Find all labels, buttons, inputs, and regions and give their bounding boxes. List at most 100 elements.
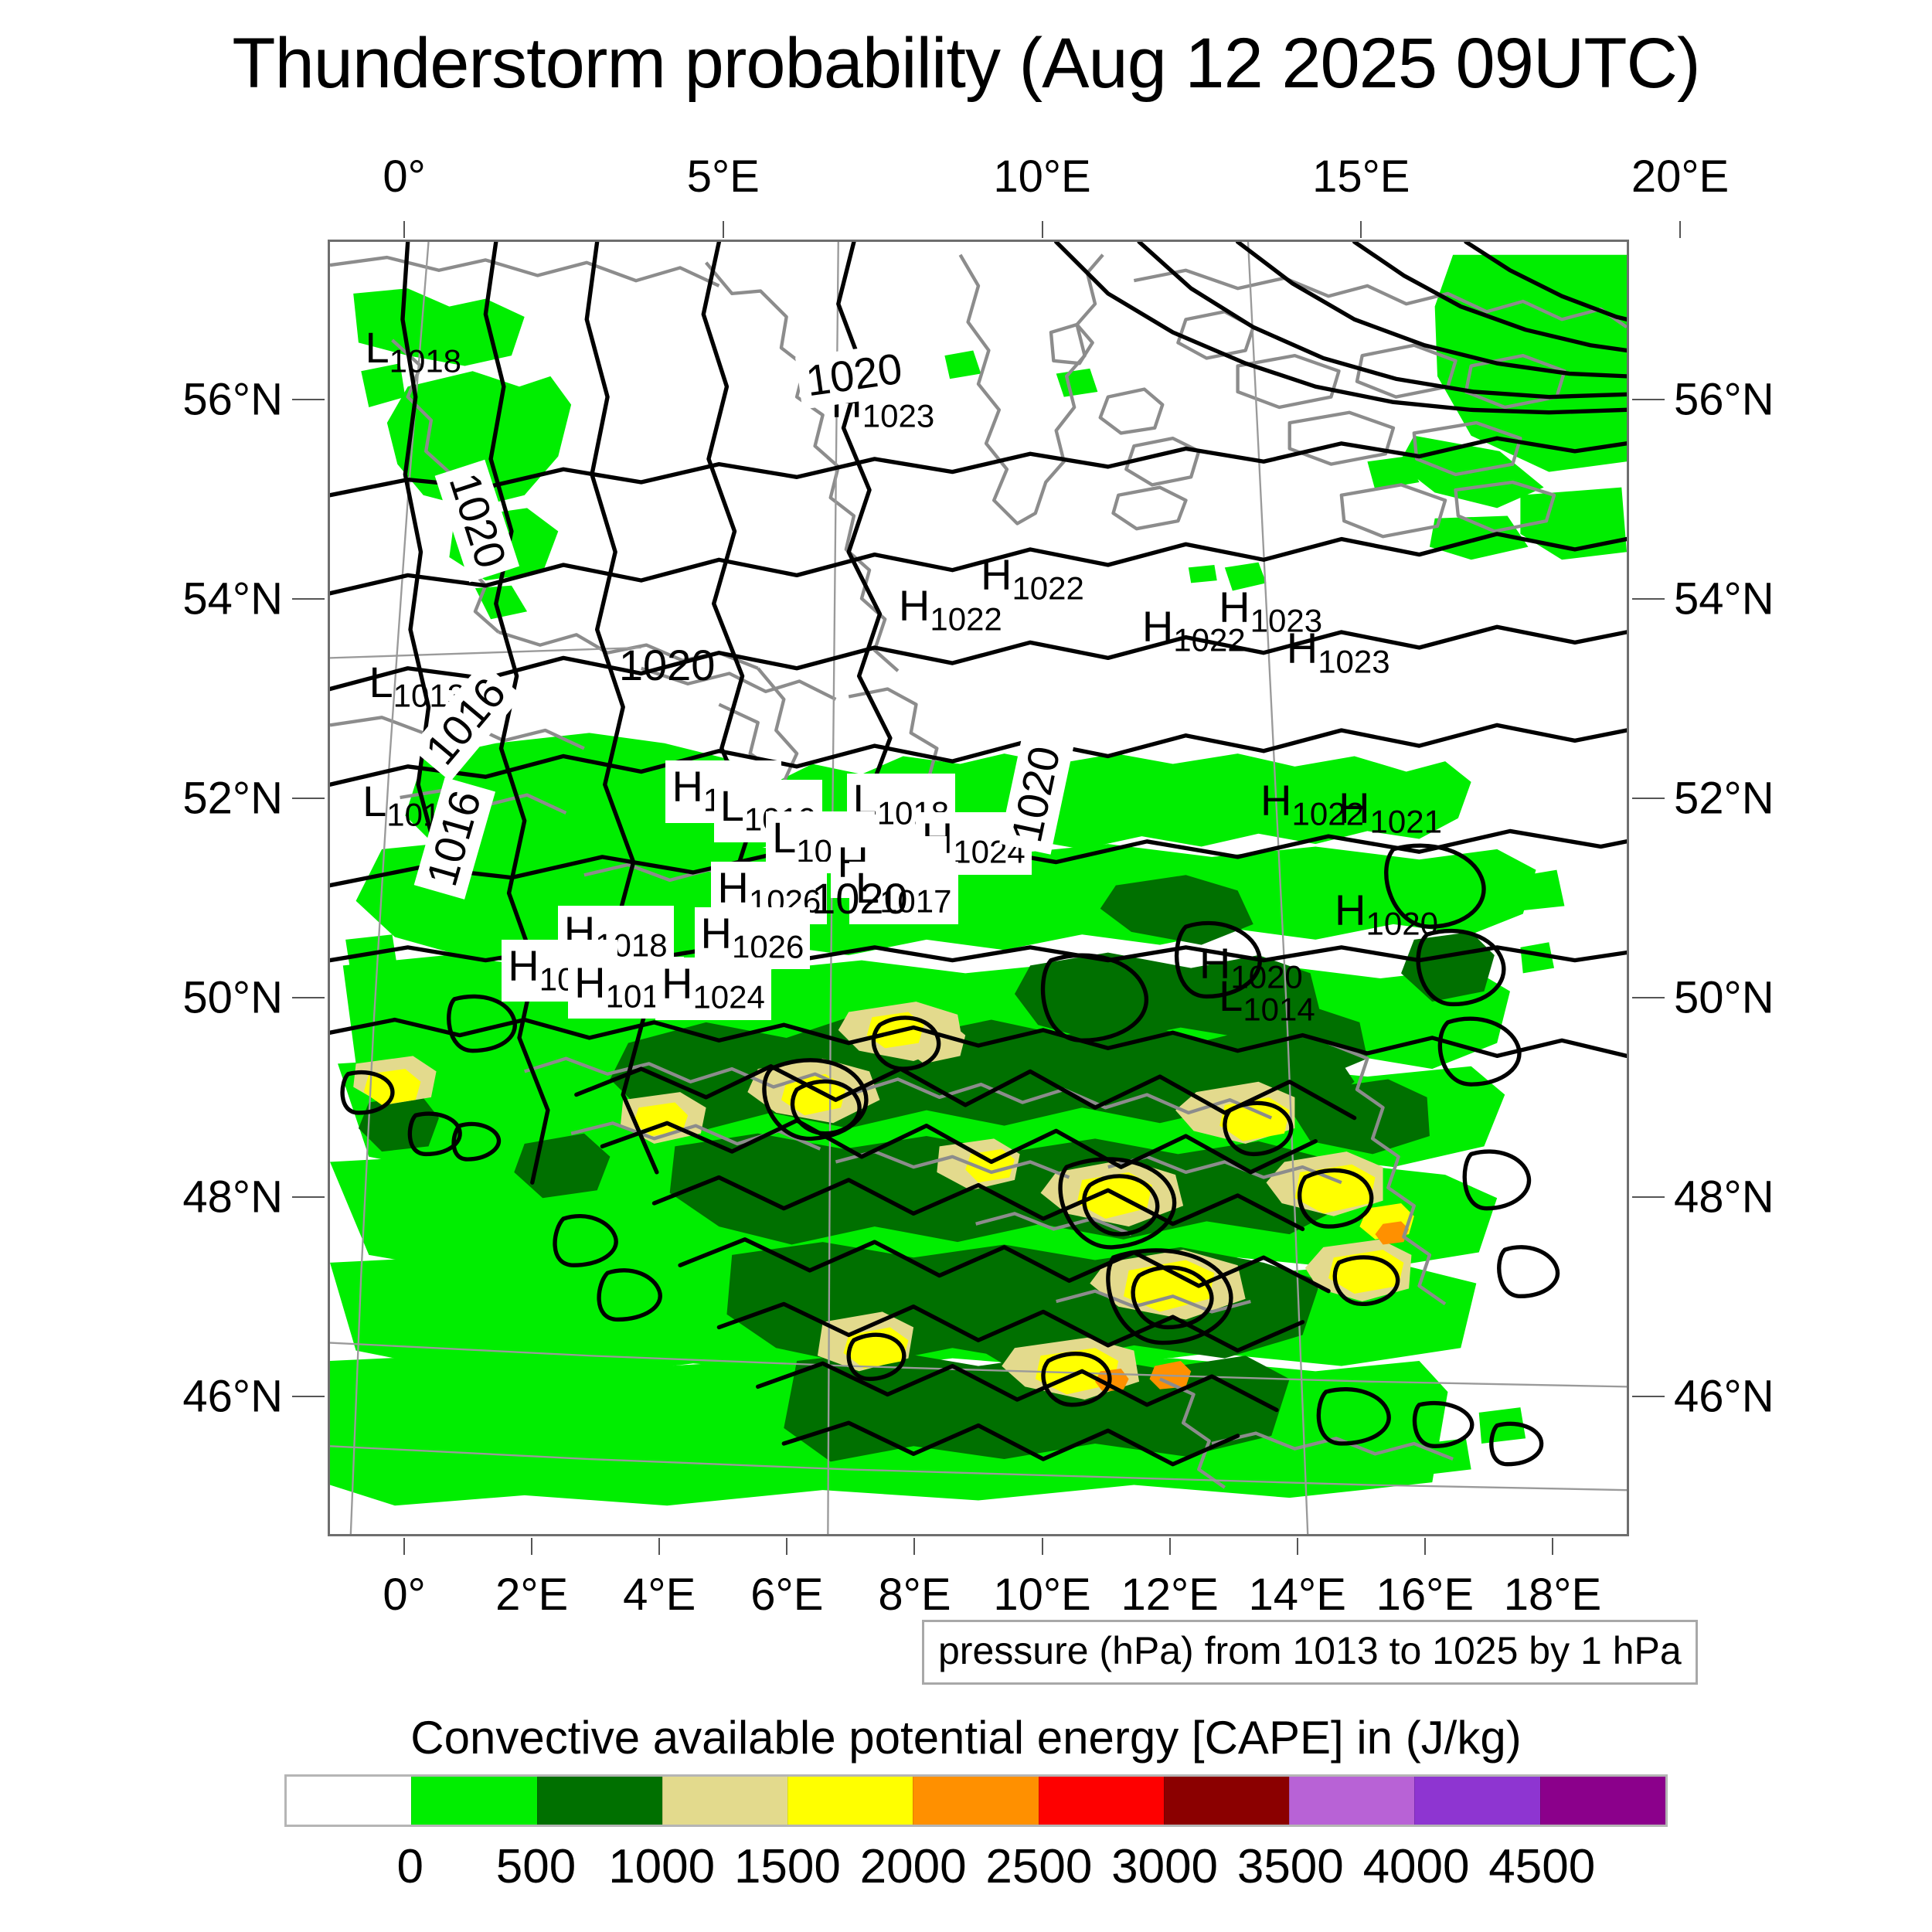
axis-top-tickmark [403,221,406,238]
colorbar[interactable] [284,1774,1668,1827]
axis-right-tick: 50°N [1674,972,1774,1023]
colorbar-segment[interactable] [1289,1777,1415,1825]
high-pressure-label: H1022 [1142,604,1246,657]
colorbar-tick: 1500 [733,1840,841,1893]
axis-top-tick: 20°E [1631,151,1730,202]
axis-right-tickmark [1632,597,1665,600]
axis-bottom-tick: 8°E [878,1570,951,1620]
axis-bottom-tick: 18°E [1503,1570,1602,1620]
axis-left-tick: 46°N [182,1371,283,1422]
high-pressure-label: H1021 [1338,786,1442,838]
axis-left-tick: 52°N [182,773,283,824]
pressure-symbol: H [1219,582,1250,631]
map-plot-area[interactable]: L1018H1023H1022H1022H1022H1023H1023L1013… [328,240,1629,1536]
colorbar-segment[interactable] [662,1777,788,1825]
pressure-symbol: H [1335,886,1366,935]
high-pressure-label: H1022 [1260,778,1364,831]
colorbar-title: Convective available potential energy [C… [410,1712,1522,1764]
pressure-symbol: H [700,908,732,957]
pressure-value: 1022 [1012,570,1084,607]
pressure-symbol: H [1199,939,1231,988]
pressure-legend-box: pressure (hPa) from 1013 to 1025 by 1 hP… [922,1620,1698,1685]
low-pressure-label: L1018 [365,326,461,378]
colorbar-tick: 2000 [859,1840,967,1893]
low-pressure-label: L1017 [849,862,958,924]
pressure-value: 1022 [930,600,1002,638]
isobar-label: 1020 [811,874,908,923]
pressure-value: 1020 [1366,905,1438,942]
axis-left-tick: 48°N [182,1172,283,1223]
pressure-value: 1023 [1318,643,1390,680]
high-pressure-label: H1023 [1287,627,1390,679]
axis-bottom-tick: 0° [383,1570,426,1620]
axis-right-tick: 46°N [1674,1371,1774,1422]
map-canvas [330,242,1627,1534]
pressure-isobars [330,242,1627,1467]
graticule [330,242,1627,1534]
colorbar-segment[interactable] [1163,1777,1290,1825]
colorbar-segment[interactable] [787,1777,913,1825]
axis-bottom-tickmark [1296,1538,1298,1555]
axis-right-tick: 52°N [1674,773,1774,824]
high-pressure-label: H1024 [655,957,771,1020]
axis-bottom-tick: 14°E [1248,1570,1346,1620]
colorbar-segment[interactable] [411,1777,537,1825]
axis-right-tickmark [1632,797,1665,799]
axis-bottom-tick: 2°E [495,1570,569,1620]
axis-bottom-tickmark [1041,1538,1043,1555]
high-pressure-label: H1023 [1219,582,1322,638]
colorbar-tick: 3000 [1111,1840,1219,1893]
colorbar-segment[interactable] [536,1777,662,1825]
pressure-symbol: H [981,549,1012,599]
pressure-symbol: H [508,940,539,990]
axis-left-tickmark [292,597,325,600]
high-pressure-label: H1022 [981,553,1084,605]
axis-left-tick: 50°N [182,972,283,1023]
axis-bottom-tick: 10°E [993,1570,1091,1620]
page-title: Thunderstorm probability (Aug 12 2025 09… [232,24,1700,103]
axis-bottom-tickmark [658,1538,661,1555]
axis-left-tickmark [292,398,325,400]
high-pressure-label: H1020 [1335,889,1438,940]
colorbar-tick: 1000 [608,1840,716,1893]
colorbar-tick: 2500 [985,1840,1093,1893]
axis-bottom-tick: 16°E [1376,1570,1475,1620]
axis-left-tick: 56°N [182,374,283,425]
colorbar-segment[interactable] [1038,1777,1164,1825]
colorbar-tick: 4500 [1488,1840,1596,1893]
axis-left-tickmark [292,996,325,998]
colorbar-tick: 4000 [1362,1840,1470,1893]
pressure-symbol: L [1219,971,1243,1021]
axis-left-tick: 54°N [182,573,283,624]
colorbar-segment[interactable] [1414,1777,1540,1825]
colorbar-segment[interactable] [1539,1777,1665,1825]
colorbar-segment[interactable] [287,1777,412,1825]
axis-right-tickmark [1632,398,1665,400]
colorbar-tick-labels: 0 500 1000 1500 2000 2500 3000 3500 4000 4500 [284,1839,1668,1901]
cape-shading-orange [1095,1221,1410,1393]
axis-bottom-tickmark [1168,1538,1171,1555]
axis-bottom-tick: 4°E [623,1570,696,1620]
isobar-label: 1020 [618,641,716,690]
axis-top-tick: 10°E [993,151,1091,202]
axis-left-tickmark [292,1396,325,1398]
axis-bottom-tickmark [1423,1538,1426,1555]
axis-bottom-tickmark [531,1538,533,1555]
pressure-legend-text: pressure (hPa) from 1013 to 1025 by 1 hP… [938,1629,1682,1672]
axis-bottom-tick: 6°E [750,1570,824,1620]
pressure-symbol: L [362,777,387,826]
axis-top-tickmark [1360,221,1362,238]
axis-left-tickmark [292,1196,325,1199]
pressure-symbol: H [574,957,606,1007]
axis-right-tick: 54°N [1674,573,1774,624]
colorbar-tick: 3500 [1236,1840,1344,1893]
axis-right-tick: 56°N [1674,374,1774,425]
pressure-value: 1026 [731,928,804,965]
axis-top-tick: 5°E [686,151,760,202]
axis-top-tickmark [722,221,724,238]
pressure-symbol: H [717,863,749,913]
pressure-value: 1024 [692,978,765,1015]
pressure-symbol: L [855,863,880,913]
colorbar-segment[interactable] [913,1777,1039,1825]
pressure-value: 1023 [862,397,935,434]
